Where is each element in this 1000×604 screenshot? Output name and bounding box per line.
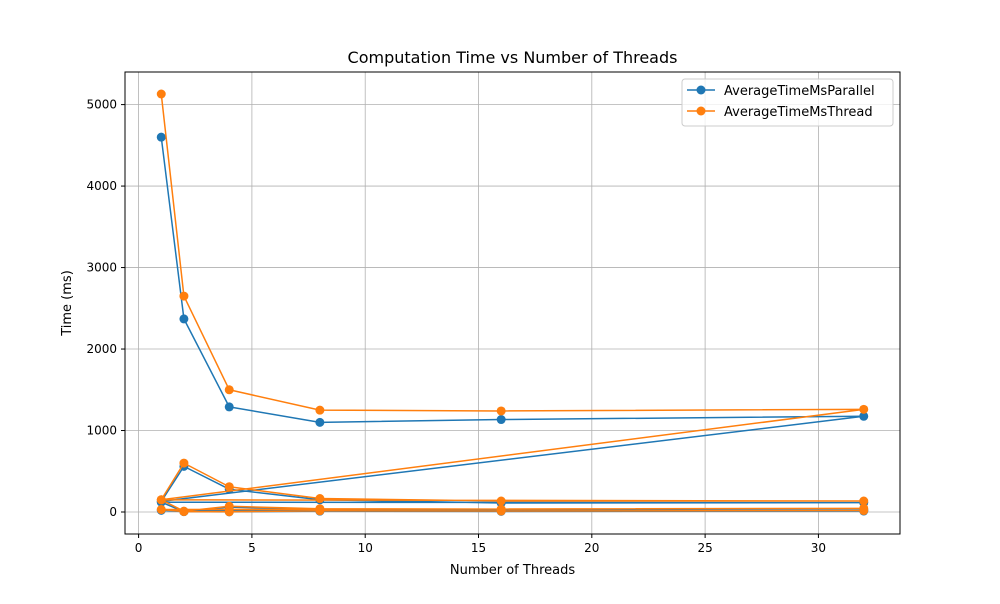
x-tick-label: 10 xyxy=(358,541,373,555)
legend-label-thread: AverageTimeMsThread xyxy=(724,105,873,120)
data-point xyxy=(315,405,325,415)
data-point xyxy=(859,496,869,506)
x-tick-label: 25 xyxy=(697,541,712,555)
plot-frame xyxy=(124,71,901,535)
y-tick-label: 5000 xyxy=(86,98,117,112)
data-point xyxy=(156,505,166,515)
x-axis-label: Number of Threads xyxy=(450,563,575,578)
data-point xyxy=(224,385,234,395)
data-point xyxy=(496,506,506,516)
data-point xyxy=(156,495,166,505)
y-tick-label: 1000 xyxy=(86,424,117,438)
data-point xyxy=(156,132,166,142)
y-tick-label: 2000 xyxy=(86,342,117,356)
data-point xyxy=(315,494,325,504)
data-point xyxy=(859,411,869,421)
data-point xyxy=(496,406,506,416)
x-tick-label: 20 xyxy=(584,541,599,555)
data-point xyxy=(179,458,189,468)
data-point xyxy=(859,506,869,516)
y-axis-label: Time (ms) xyxy=(60,270,75,337)
data-point xyxy=(496,415,506,425)
series-thread xyxy=(156,89,869,517)
data-point xyxy=(315,417,325,427)
data-point xyxy=(156,89,166,99)
chart-title: Computation Time vs Number of Threads xyxy=(348,48,678,67)
x-tick-label: 5 xyxy=(248,541,256,555)
data-point xyxy=(859,404,869,414)
series-group xyxy=(156,89,869,517)
x-tick-label: 0 xyxy=(135,541,143,555)
y-tick-label: 3000 xyxy=(86,261,117,275)
data-point xyxy=(315,506,325,516)
y-tick-label: 4000 xyxy=(86,179,117,193)
data-point xyxy=(496,496,506,506)
axis-ticks: 0 5 10 15 20 25 30 0 1000 2000 3000 4000 5000 xyxy=(86,98,826,555)
data-point xyxy=(224,402,234,412)
data-point xyxy=(179,314,189,324)
legend: AverageTimeMsParallel AverageTimeMsThrea… xyxy=(681,78,894,127)
series-line xyxy=(160,93,865,513)
legend-label-parallel: AverageTimeMsParallel xyxy=(724,84,875,99)
x-tick-label: 30 xyxy=(811,541,826,555)
legend-box xyxy=(681,78,894,127)
data-point xyxy=(179,507,189,517)
data-point xyxy=(224,507,234,517)
data-point xyxy=(224,482,234,492)
y-tick-label: 0 xyxy=(109,505,117,519)
data-point xyxy=(179,291,189,301)
legend-marker-thread xyxy=(696,106,706,116)
x-tick-label: 15 xyxy=(471,541,486,555)
legend-marker-parallel xyxy=(696,85,706,95)
